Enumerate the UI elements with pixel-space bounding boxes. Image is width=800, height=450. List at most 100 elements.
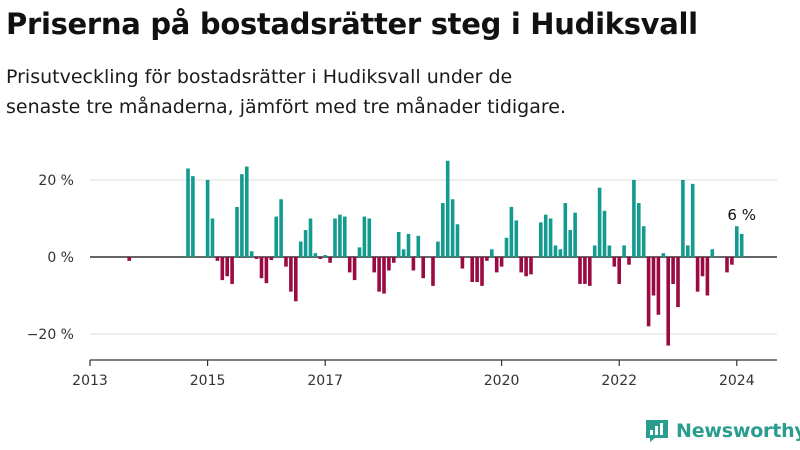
label-layer: 20 % 0 % −20 % 2013 2015 2017 2020 2022 2024 6 %	[27, 173, 756, 389]
bar	[725, 257, 729, 273]
x-tick-label: 2024	[719, 373, 755, 389]
bar	[578, 257, 582, 284]
bar	[230, 257, 234, 284]
bar	[235, 206, 239, 257]
bar	[455, 224, 460, 257]
bar	[475, 257, 479, 283]
bar	[583, 257, 587, 284]
bar	[485, 257, 489, 261]
bar	[700, 257, 705, 277]
bar	[671, 257, 675, 284]
bar	[352, 257, 357, 281]
bars-layer	[127, 160, 744, 346]
bar	[490, 249, 494, 257]
bar	[245, 166, 249, 257]
bar	[588, 257, 592, 286]
bar	[406, 233, 411, 257]
bar	[543, 214, 548, 257]
bar	[460, 257, 465, 269]
bar	[602, 210, 607, 257]
bar	[573, 212, 577, 257]
bar	[514, 220, 519, 257]
bar	[661, 253, 666, 257]
bar	[509, 206, 514, 257]
bar	[553, 245, 558, 257]
x-tick-label: 2017	[307, 373, 343, 389]
bar	[681, 180, 685, 257]
bar	[592, 245, 597, 257]
bar	[186, 168, 190, 257]
bar	[411, 257, 416, 271]
x-tick-label: 2015	[190, 373, 226, 389]
bar	[529, 257, 533, 275]
bar	[127, 257, 131, 261]
bar	[441, 203, 445, 257]
bar	[558, 249, 563, 257]
bar	[254, 257, 259, 259]
bar	[710, 249, 715, 257]
bar	[372, 257, 376, 273]
page-title: Priserna på bostadsrätter steg i Hudiksv…	[6, 7, 698, 41]
y-tick-label: 0 %	[47, 250, 74, 266]
bar	[279, 199, 283, 257]
bar	[343, 216, 347, 257]
bar	[656, 257, 661, 315]
bar	[318, 257, 323, 259]
bar	[612, 257, 617, 267]
bar	[739, 233, 744, 257]
bar	[641, 226, 646, 257]
bar	[303, 230, 308, 257]
bar	[264, 257, 269, 284]
bar	[382, 257, 386, 294]
page-subtitle: Prisutveckling för bostadsrätter i Hudik…	[6, 66, 566, 118]
bar	[597, 187, 602, 257]
bar	[676, 257, 680, 308]
bar	[705, 257, 710, 296]
bar	[401, 249, 406, 257]
axis-layer	[89, 359, 777, 366]
x-tick-label: 2013	[72, 373, 108, 389]
bar	[617, 257, 621, 284]
bar	[308, 218, 313, 257]
x-tick-label: 2020	[484, 373, 520, 389]
bar	[436, 241, 440, 257]
bar	[563, 203, 568, 257]
newsworthy-logo-icon	[646, 420, 668, 442]
bar	[289, 257, 293, 292]
y-tick-label: 20 %	[38, 173, 74, 189]
bar	[651, 257, 656, 296]
bar	[494, 257, 499, 273]
bar	[690, 183, 695, 257]
newsworthy-logo: Newsworthy	[644, 419, 800, 443]
y-tick-label: −20 %	[27, 327, 74, 343]
bar	[205, 180, 210, 257]
bar	[504, 237, 509, 257]
bar	[445, 160, 450, 257]
bar	[666, 257, 670, 346]
bar	[387, 257, 391, 271]
bar	[392, 257, 396, 263]
bar	[367, 218, 372, 257]
bar	[539, 222, 543, 257]
bar	[730, 257, 734, 265]
bar	[210, 218, 215, 257]
bar	[646, 257, 651, 327]
bar	[480, 257, 484, 286]
bar	[328, 257, 332, 263]
bar	[249, 251, 254, 257]
bar	[470, 257, 474, 283]
bar	[627, 257, 631, 265]
bar	[421, 257, 425, 279]
bar	[240, 174, 244, 257]
bar	[259, 257, 264, 279]
bar	[519, 257, 523, 273]
bar	[416, 235, 421, 257]
bar	[313, 253, 318, 257]
bar	[431, 257, 435, 286]
bar	[284, 257, 288, 267]
bar	[333, 218, 337, 257]
bar	[499, 257, 504, 267]
bar	[215, 257, 220, 261]
bar	[450, 199, 455, 257]
